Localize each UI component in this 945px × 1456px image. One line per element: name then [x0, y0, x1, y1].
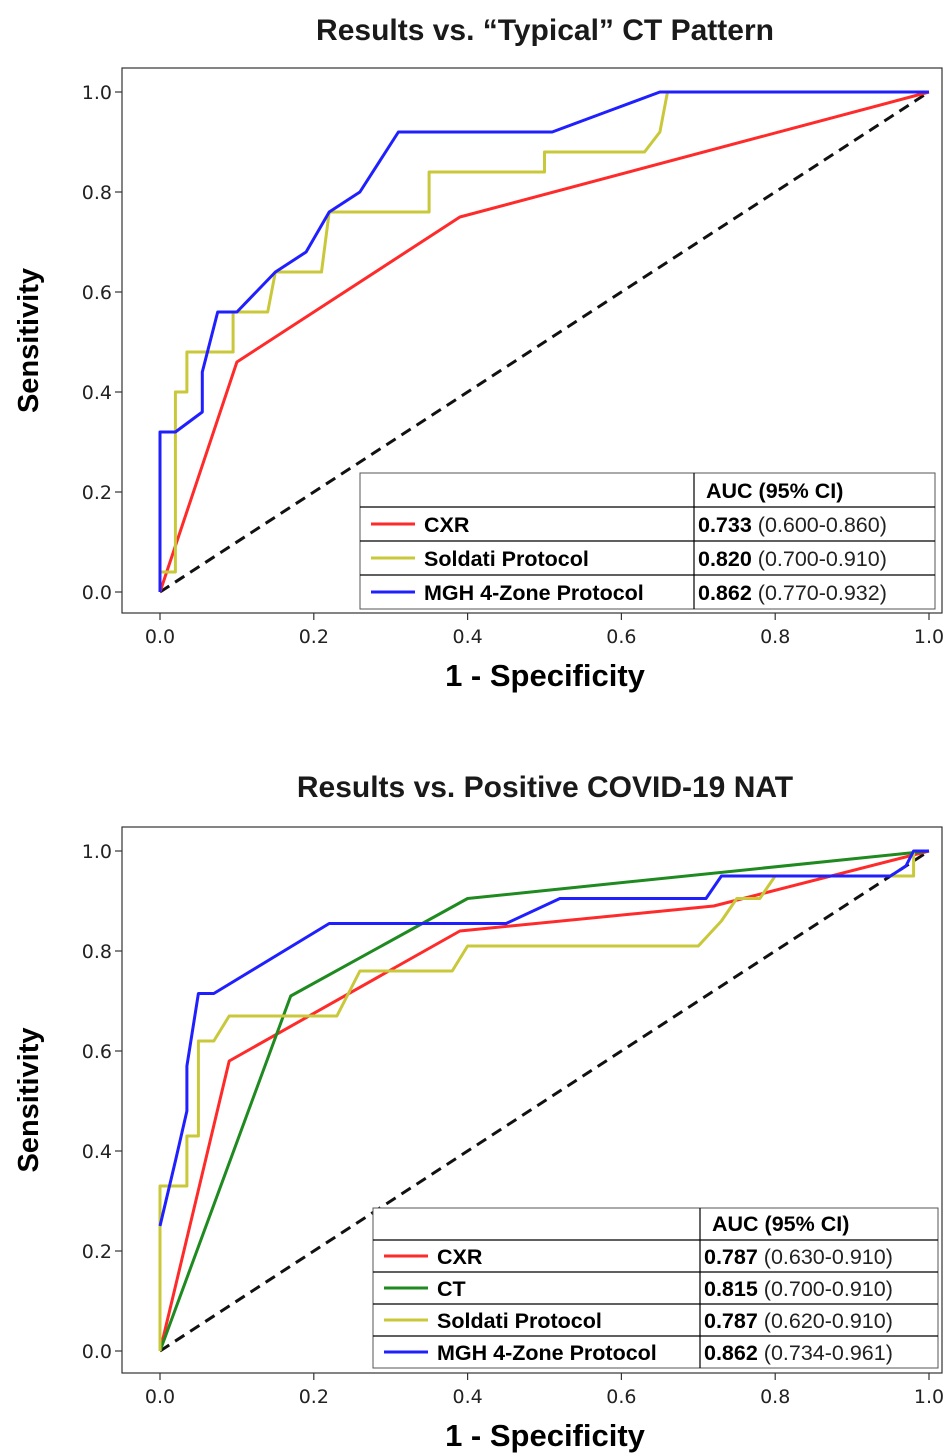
x-tick-label: 1.0 — [914, 1386, 944, 1408]
roc-line-ct — [158, 849, 930, 1352]
legend-series-name: MGH 4-Zone Protocol — [437, 1341, 657, 1365]
legend-ci: (0.600-0.860) — [758, 513, 887, 537]
legend-ci: (0.700-0.910) — [758, 547, 887, 571]
roc-line-mgh-4-zone-protocol — [158, 90, 929, 592]
chart-title: Results vs. “Typical” CT Pattern — [316, 14, 774, 47]
x-tick-label: 0.8 — [760, 626, 790, 648]
x-tick-label: 1.0 — [914, 626, 944, 648]
y-tick-label: 0.0 — [82, 582, 112, 604]
legend-table: AUC (95% CI) CXR 0.733 (0.600-0.860) Soldat… — [359, 472, 936, 610]
legend-series-name: CT — [437, 1277, 466, 1301]
legend-auc-value: 0.862 (0.770-0.932) — [698, 581, 887, 605]
y-tick-label: 0.4 — [82, 1141, 112, 1163]
legend-auc-value: 0.787 (0.630-0.910) — [704, 1245, 893, 1269]
chance-diagonal-line — [159, 849, 930, 1353]
legend-auc: 0.862 — [704, 1341, 758, 1365]
chart-title: Results vs. Positive COVID-19 NAT — [297, 771, 793, 804]
x-tick-label: 0.6 — [606, 626, 636, 648]
y-tick-label: 0.2 — [82, 1241, 112, 1263]
roc-line-soldati-protocol — [158, 849, 929, 1351]
y-tick-label: 0.6 — [82, 1041, 112, 1063]
roc-line-cxr — [158, 849, 930, 1352]
legend-auc-value: 0.815 (0.700-0.910) — [704, 1277, 893, 1301]
x-tick-label: 0.4 — [452, 1386, 482, 1408]
legend-ci: (0.734-0.961) — [764, 1341, 893, 1365]
legend-series-name: CXR — [437, 1245, 483, 1269]
legend-table: AUC (95% CI) CXR 0.787 (0.630-0.910) CT 0.81… — [372, 1207, 939, 1369]
legend-auc: 0.787 — [704, 1309, 758, 1333]
x-tick-label: 0.2 — [299, 1386, 329, 1408]
y-tick-label: 0.4 — [82, 382, 112, 404]
x-axis-label: 1 - Specificity — [445, 658, 646, 693]
legend-header: AUC (95% CI) — [706, 479, 843, 503]
roc-line-cxr — [158, 90, 930, 593]
legend-auc: 0.820 — [698, 547, 752, 571]
x-tick-label: 0.2 — [299, 626, 329, 648]
legend-auc-value: 0.820 (0.700-0.910) — [698, 547, 887, 571]
x-axis-label: 1 - Specificity — [445, 1418, 646, 1453]
legend-series-name: MGH 4-Zone Protocol — [424, 581, 644, 605]
legend-auc: 0.862 — [698, 581, 752, 605]
y-tick-label: 0.6 — [82, 282, 112, 304]
legend-auc-value: 0.787 (0.620-0.910) — [704, 1309, 893, 1333]
y-axis-label: Sensitivity — [13, 1027, 45, 1172]
chance-diagonal-line — [159, 90, 930, 594]
y-axis-label: Sensitivity — [13, 268, 45, 413]
y-tick-label: 0.8 — [82, 941, 112, 963]
legend-ci: (0.770-0.932) — [758, 581, 887, 605]
legend-auc: 0.787 — [704, 1245, 758, 1269]
x-tick-label: 0.6 — [606, 1386, 636, 1408]
plot-frame — [121, 826, 943, 1374]
legend-ci: (0.700-0.910) — [764, 1277, 893, 1301]
legend-series-name: Soldati Protocol — [437, 1309, 602, 1333]
y-tick-label: 1.0 — [82, 82, 112, 104]
legend-auc-value: 0.862 (0.734-0.961) — [704, 1341, 893, 1365]
roc-line-mgh-4-zone-protocol — [158, 849, 929, 1227]
legend-box — [372, 1207, 939, 1369]
legend-auc: 0.733 — [698, 513, 752, 537]
y-tick-label: 0.0 — [82, 1341, 112, 1363]
roc-chart-2: Results vs. Positive COVID-19 NAT 0.0 0.2 0… — [13, 771, 944, 1453]
x-tick-label: 0.8 — [760, 1386, 790, 1408]
y-tick-label: 0.8 — [82, 182, 112, 204]
legend-header: AUC (95% CI) — [712, 1212, 849, 1236]
x-tick-label: 0.0 — [145, 626, 175, 648]
legend-ci: (0.620-0.910) — [764, 1309, 893, 1333]
legend-auc-value: 0.733 (0.600-0.860) — [698, 513, 887, 537]
y-tick-label: 0.2 — [82, 482, 112, 504]
plot-frame — [121, 67, 943, 614]
legend-series-name: CXR — [424, 513, 470, 537]
y-tick-label: 1.0 — [82, 841, 112, 863]
legend-series-name: Soldati Protocol — [424, 547, 589, 571]
roc-chart-1: Results vs. “Typical” CT Pattern 0.0 0.2 0.… — [13, 14, 944, 693]
x-tick-label: 0.4 — [452, 626, 482, 648]
legend-auc: 0.815 — [704, 1277, 758, 1301]
legend-ci: (0.630-0.910) — [764, 1245, 893, 1269]
x-tick-label: 0.0 — [145, 1386, 175, 1408]
